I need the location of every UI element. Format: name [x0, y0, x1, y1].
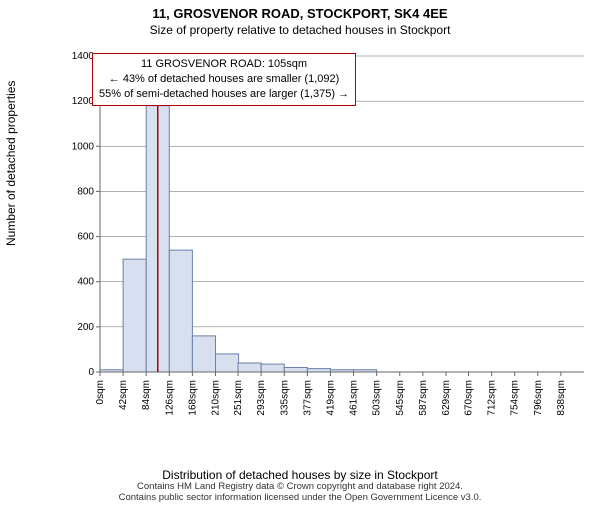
x-tick-label: 168sqm	[187, 380, 198, 416]
histogram-bar	[307, 369, 330, 372]
x-tick-label: 126sqm	[164, 380, 175, 416]
x-tick-label: 503sqm	[372, 380, 383, 416]
x-tick-label: 293sqm	[256, 380, 267, 416]
x-tick-label: 42sqm	[118, 380, 129, 410]
x-tick-label: 251sqm	[233, 380, 244, 416]
x-tick-label: 754sqm	[510, 380, 521, 416]
histogram-bar	[284, 367, 307, 372]
x-tick-label: 461sqm	[349, 380, 360, 416]
x-tick-label: 210sqm	[211, 380, 222, 416]
annotation-line3: 55% of semi-detached houses are larger (…	[99, 87, 349, 102]
y-tick-label: 0	[88, 367, 94, 378]
chart-subtitle: Size of property relative to detached ho…	[0, 23, 600, 37]
x-tick-label: 377sqm	[302, 380, 313, 416]
x-tick-label: 796sqm	[533, 380, 544, 416]
y-tick-label: 200	[77, 322, 94, 333]
y-tick-label: 800	[77, 186, 94, 197]
footer-line2: Contains public sector information licen…	[0, 493, 600, 504]
marker-annotation: 11 GROSVENOR ROAD: 105sqm ← 43% of detac…	[92, 53, 356, 106]
x-tick-label: 712sqm	[487, 380, 498, 416]
histogram-bar	[192, 336, 215, 372]
histogram-bar	[169, 250, 192, 372]
x-tick-label: 0sqm	[95, 380, 106, 404]
footer-attribution: Contains HM Land Registry data © Crown c…	[0, 482, 600, 504]
y-axis-label: Number of detached properties	[4, 81, 18, 246]
x-tick-label: 629sqm	[441, 380, 452, 416]
histogram-bar	[238, 363, 261, 372]
histogram-bar	[261, 364, 284, 372]
x-tick-label: 545sqm	[395, 380, 406, 416]
x-tick-label: 419sqm	[325, 380, 336, 416]
histogram-bar	[216, 354, 239, 372]
x-axis-label: Distribution of detached houses by size …	[0, 468, 600, 482]
x-tick-label: 587sqm	[418, 380, 429, 416]
x-tick-label: 335sqm	[279, 380, 290, 416]
x-tick-label: 670sqm	[464, 380, 475, 416]
annotation-line1: 11 GROSVENOR ROAD: 105sqm	[99, 57, 349, 72]
y-tick-label: 600	[77, 232, 94, 243]
annotation-line2: ← 43% of detached houses are smaller (1,…	[99, 72, 349, 87]
chart-title: 11, GROSVENOR ROAD, STOCKPORT, SK4 4EE	[0, 6, 600, 21]
x-tick-label: 838sqm	[556, 380, 567, 416]
histogram-bar	[123, 259, 146, 372]
y-tick-label: 1000	[72, 141, 95, 152]
y-tick-label: 400	[77, 277, 94, 288]
x-tick-label: 84sqm	[141, 380, 152, 410]
